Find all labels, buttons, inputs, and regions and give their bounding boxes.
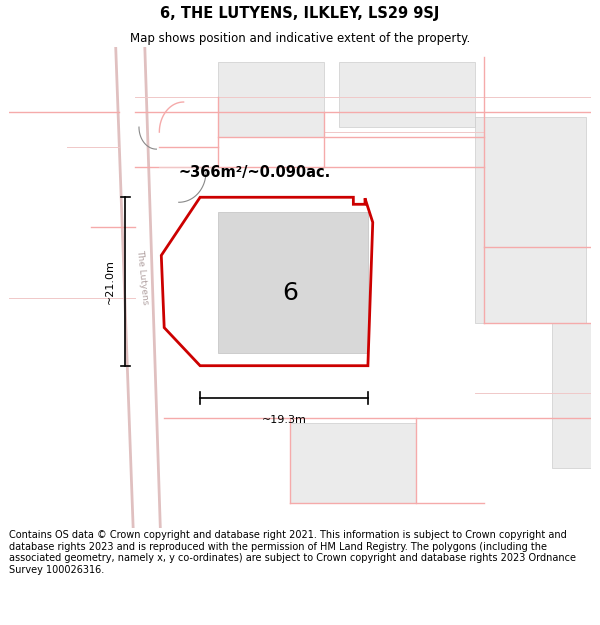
Bar	[339, 62, 475, 127]
Text: The Lutyens: The Lutyens	[136, 249, 150, 306]
Text: ~21.0m: ~21.0m	[105, 259, 115, 304]
Bar	[218, 213, 368, 352]
Bar	[290, 423, 416, 503]
Bar	[552, 322, 591, 468]
Text: 6, THE LUTYENS, ILKLEY, LS29 9SJ: 6, THE LUTYENS, ILKLEY, LS29 9SJ	[160, 6, 440, 21]
Text: 6: 6	[283, 281, 298, 304]
Text: Map shows position and indicative extent of the property.: Map shows position and indicative extent…	[130, 32, 470, 45]
Text: Contains OS data © Crown copyright and database right 2021. This information is : Contains OS data © Crown copyright and d…	[9, 530, 576, 575]
Text: ~366m²/~0.090ac.: ~366m²/~0.090ac.	[179, 165, 331, 180]
Bar	[218, 62, 324, 137]
Text: ~19.3m: ~19.3m	[262, 415, 307, 425]
Bar	[475, 117, 586, 322]
